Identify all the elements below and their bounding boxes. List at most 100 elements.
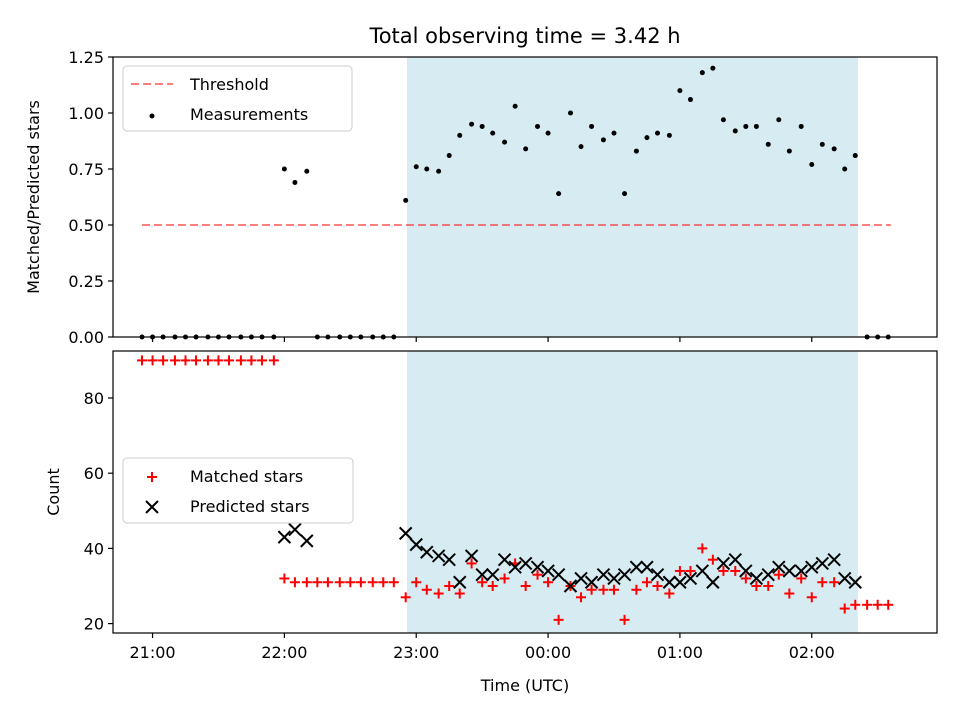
predicted-star-point <box>541 564 555 578</box>
measurement-point <box>622 191 628 197</box>
measurement-point <box>314 334 320 340</box>
bottom-x-tick-label: 22:00 <box>261 643 307 662</box>
bottom-x-tick-label: 01:00 <box>657 643 703 662</box>
measurement-point <box>183 334 189 340</box>
top-shaded-span <box>407 57 858 337</box>
matched-star-point <box>421 584 432 595</box>
legend-threshold-label: Threshold <box>189 75 269 94</box>
matched-star-point <box>147 355 158 366</box>
predicted-star-point <box>749 571 764 586</box>
bottom-legend-box <box>122 457 354 524</box>
matched-star-point <box>235 355 246 366</box>
measurement-point <box>436 168 442 174</box>
matched-star-point <box>619 614 630 625</box>
matched-star-point <box>158 355 169 366</box>
measurement-point <box>523 146 529 152</box>
matched-star-point <box>334 577 345 588</box>
predicted-star-point <box>518 556 533 571</box>
measurement-point <box>271 334 277 340</box>
measurement-point <box>457 132 463 138</box>
measurement-point <box>479 123 485 129</box>
bottom-legend: Matched stars Predicted stars <box>122 457 354 524</box>
bottom-panel: 20 40 60 80 21:00 22:00 23:00 00:00 01:00 02:00 <box>84 350 938 662</box>
matched-star-point <box>862 599 873 610</box>
matched-star-point <box>817 577 828 588</box>
predicted-star-point <box>695 564 710 578</box>
predicted-star-point <box>640 560 654 574</box>
measurement-point <box>556 191 562 197</box>
bottom-y-tick-label: 40 <box>84 539 104 558</box>
measurement-point <box>150 334 156 340</box>
measurement-point <box>743 123 749 129</box>
measurement-point <box>380 334 386 340</box>
predicted-star-point <box>629 560 644 574</box>
chart-title: Total observing time = 3.42 h <box>368 24 680 48</box>
matched-star-point <box>322 577 333 588</box>
predicted-star-point <box>815 556 830 571</box>
top-y-axis-label: Matched/Predicted stars <box>24 100 43 294</box>
measurement-point <box>831 146 837 152</box>
top-y-tick-label: 0.25 <box>68 272 104 291</box>
predicted-star-point <box>728 552 742 567</box>
measurement-point <box>347 334 353 340</box>
measurement-point <box>139 334 145 340</box>
matched-star-point <box>839 603 850 614</box>
top-legend-box <box>122 65 353 132</box>
matched-star-point <box>543 577 554 588</box>
measurement-point <box>535 123 541 129</box>
matched-star-point <box>598 584 609 595</box>
top-y-tick-label: 1.25 <box>68 48 104 67</box>
matched-star-point <box>586 584 597 595</box>
matched-star-point <box>806 592 817 603</box>
measurement-point <box>193 334 199 340</box>
bottom-y-tick-label: 60 <box>84 464 104 483</box>
measurement-point <box>281 166 287 172</box>
predicted-star-point <box>772 560 786 574</box>
matched-star-point <box>400 592 411 603</box>
measurement-point <box>325 334 331 340</box>
measurement-point <box>798 123 804 129</box>
measurement-point <box>469 121 475 127</box>
top-y-tick-label: 1.00 <box>68 104 104 123</box>
matched-star-point <box>289 577 300 588</box>
matched-star-point <box>312 577 323 588</box>
legend-measurements-label: Measurements <box>190 105 308 124</box>
matched-star-point <box>477 577 488 588</box>
predicted-star-point <box>596 568 611 582</box>
legend-matched-marker <box>147 472 157 482</box>
matched-star-point <box>191 355 202 366</box>
top-y-tick-label: 0.00 <box>68 328 104 347</box>
matched-star-point <box>576 592 587 603</box>
matched-star-point <box>773 569 784 580</box>
measurement-point <box>567 110 573 116</box>
measurement-point <box>226 334 232 340</box>
measurement-point <box>809 162 815 168</box>
matched-star-point <box>796 573 807 584</box>
measurement-point <box>502 139 508 145</box>
matched-star-point <box>697 543 708 554</box>
legend-predicted-marker <box>145 500 159 514</box>
matched-star-point <box>784 588 795 599</box>
matched-star-point <box>378 577 389 588</box>
matched-star-point <box>454 588 465 599</box>
predicted-star-point <box>716 556 731 571</box>
measurement-point <box>490 130 496 136</box>
matched-star-point <box>553 614 564 625</box>
measurement-point <box>720 117 726 123</box>
measurement-point <box>842 166 848 172</box>
predicted-star-point <box>607 571 621 586</box>
matched-star-point <box>707 554 718 565</box>
predicted-star-point <box>827 552 841 567</box>
matched-star-point <box>641 577 652 588</box>
measurement-point <box>644 135 650 141</box>
predicted-star-point <box>431 549 446 563</box>
predicted-star-point <box>453 575 467 589</box>
predicted-star-point <box>563 579 578 593</box>
matched-star-point <box>202 355 213 366</box>
matched-star-point <box>850 599 861 610</box>
measurement-point <box>852 153 858 159</box>
matched-star-point <box>740 573 751 584</box>
x-axis-label: Time (UTC) <box>480 676 569 695</box>
predicted-star-point <box>442 552 456 567</box>
matched-star-point <box>763 581 774 591</box>
